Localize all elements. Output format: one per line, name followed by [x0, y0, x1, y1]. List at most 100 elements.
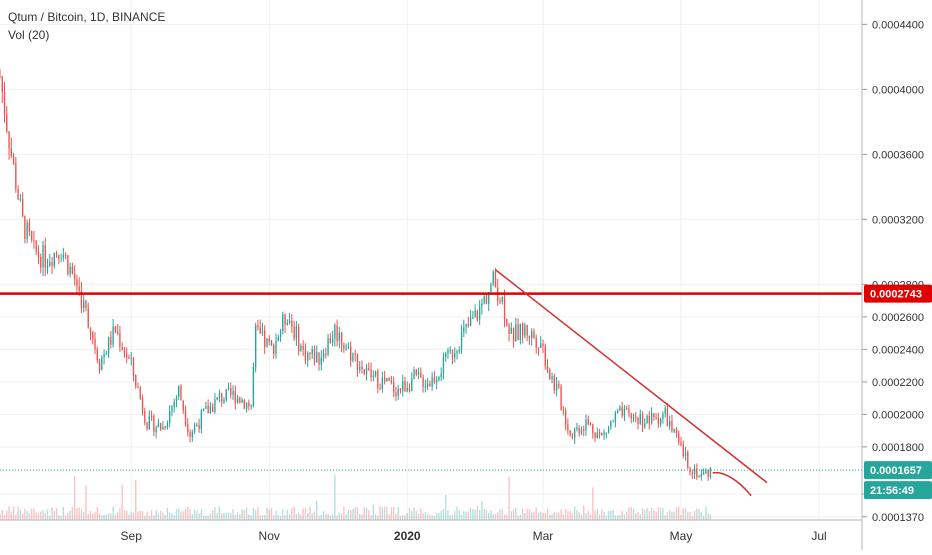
candle-body — [304, 349, 307, 361]
candle-body — [277, 337, 279, 341]
candle-body — [431, 377, 433, 387]
candle-body — [15, 163, 17, 190]
volume-bar — [53, 511, 55, 520]
candle-body — [316, 352, 318, 363]
candle-body — [379, 388, 381, 390]
volume-bar — [671, 511, 673, 520]
candle-body — [261, 330, 264, 334]
volume-bar — [501, 508, 503, 520]
candle-body — [12, 156, 15, 164]
candle-body — [632, 416, 635, 419]
volume-bar — [277, 514, 279, 520]
volume-bar — [202, 515, 205, 520]
candle-body — [440, 373, 442, 378]
volume-bar — [488, 512, 490, 520]
candle-body — [653, 413, 655, 418]
volume-bar — [684, 508, 687, 520]
volume-bar — [293, 506, 295, 520]
volume-legend[interactable]: Vol (20) — [8, 28, 49, 42]
volume-bar — [94, 512, 96, 520]
candle-body — [583, 429, 585, 431]
volume-bar — [426, 514, 429, 520]
volume-bar — [422, 513, 424, 520]
volume-bar — [28, 513, 31, 520]
time-tick-label: 2020 — [394, 529, 421, 543]
volume-bar — [449, 515, 451, 520]
candle-body — [236, 397, 239, 403]
volume-bar — [139, 510, 141, 520]
candle-body — [105, 353, 108, 355]
volume-bar — [533, 511, 535, 520]
volume-bar — [286, 510, 289, 520]
volume-bar — [187, 506, 189, 520]
volume-bar — [96, 507, 98, 520]
candle-body — [268, 338, 270, 342]
volume-bar — [218, 506, 221, 520]
candle-body — [662, 413, 664, 419]
volume-bar — [214, 507, 216, 520]
candle-body — [560, 386, 562, 410]
volume-bar — [30, 508, 33, 520]
candle-body — [286, 322, 289, 325]
candle-body — [454, 353, 456, 358]
candle-body — [327, 338, 329, 355]
candle-body — [614, 413, 617, 422]
volume-bar — [92, 513, 94, 520]
volume-bar — [171, 513, 173, 520]
candle-body — [153, 416, 155, 433]
candle-body — [424, 386, 427, 388]
candle-body — [250, 405, 252, 407]
volume-bar — [510, 511, 512, 520]
candle-body — [350, 346, 352, 361]
volume-bar — [162, 512, 164, 520]
volume-bar — [223, 512, 225, 520]
candle-body — [239, 397, 241, 403]
candle-body — [610, 421, 612, 427]
candle-body — [465, 323, 467, 328]
candle-body — [621, 407, 623, 416]
volume-bar — [535, 507, 537, 520]
volume-bar — [705, 506, 707, 520]
volume-bar — [89, 510, 92, 520]
volume-bar — [189, 509, 191, 520]
candle-body — [209, 406, 212, 414]
candle-body — [402, 381, 404, 391]
volume-bar — [128, 514, 130, 520]
volume-bar — [245, 507, 248, 520]
volume-bar — [26, 511, 28, 520]
candle-body — [53, 252, 55, 266]
volume-bar — [693, 510, 696, 520]
volume-bar — [460, 514, 463, 520]
volume-bar — [603, 511, 605, 520]
volume-bar — [126, 510, 128, 520]
candle-body — [135, 374, 137, 387]
price-tick-label: 0.0002400 — [872, 344, 924, 356]
candle-body — [241, 399, 243, 403]
candle-body — [460, 332, 463, 351]
candle-body — [175, 396, 178, 402]
candle-body — [644, 423, 646, 427]
last-price-badge-text: 0.0001657 — [870, 465, 922, 477]
candle-body — [508, 325, 510, 334]
volume-bar — [365, 507, 368, 520]
candle-body — [266, 338, 268, 347]
volume-bar — [585, 513, 587, 520]
candle-body — [40, 257, 42, 268]
candle-body — [26, 222, 28, 239]
volume-bar — [616, 515, 619, 520]
volume-bar — [241, 509, 243, 520]
symbol-legend[interactable]: Qtum / Bitcoin, 1D, BINANCE — [8, 8, 165, 26]
volume-bar — [519, 514, 522, 520]
candle-body — [302, 345, 304, 350]
candle-body — [24, 215, 26, 239]
candle-body — [60, 258, 62, 260]
volume-bar — [655, 511, 657, 520]
drawings[interactable] — [0, 269, 862, 497]
candle-body — [245, 402, 248, 409]
candle-body — [214, 399, 216, 412]
candle-body — [202, 408, 205, 411]
volume-bar — [198, 513, 200, 520]
volume-bar — [390, 507, 393, 520]
